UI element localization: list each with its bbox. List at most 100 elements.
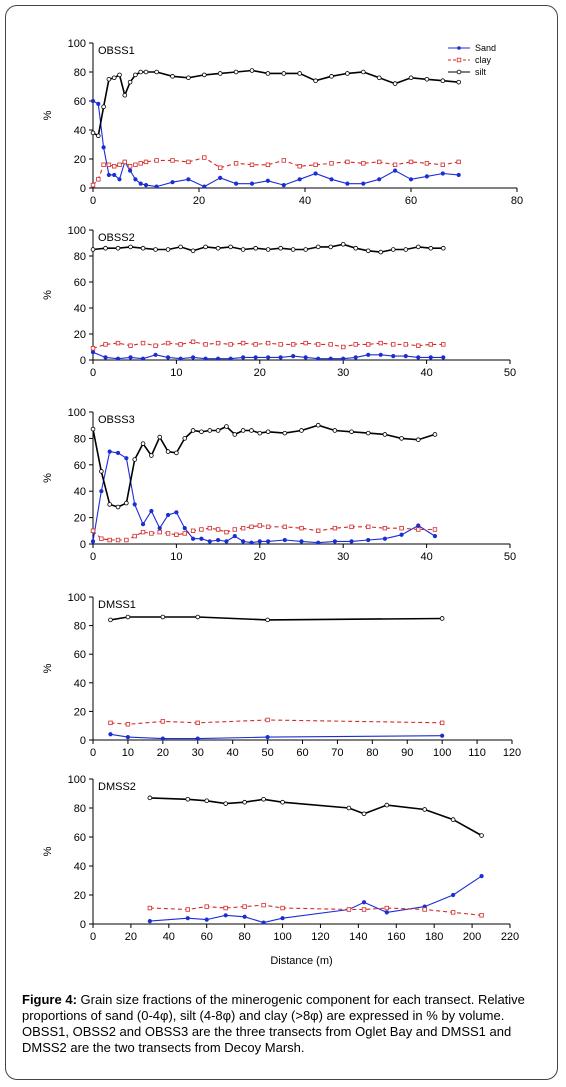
series-sand [90,449,438,545]
data-point-sand [224,539,229,544]
data-point-clay [282,524,288,530]
data-point-clay [103,342,108,347]
chart-obss3: 0 20 40 60 80 100 0 10 20 30 40 50 OBSS3% [42,407,516,563]
data-point-sand [234,181,239,186]
data-point-sand [133,177,138,182]
data-point-sand [174,510,179,515]
x-tick-label: 60 [201,931,213,943]
data-point-sand [257,539,262,544]
data-point-sand [249,181,255,186]
data-point-clay [232,527,237,532]
data-point-sand [202,184,207,189]
data-point-sand [117,177,122,182]
data-point-sand [382,536,388,541]
data-point-silt [249,428,254,433]
series-line-sand [92,100,459,188]
y-tick-label: 40 [74,303,86,315]
data-point-sand [101,145,106,150]
data-point-clay [408,159,414,165]
series-line-silt [149,797,482,837]
data-point-silt [278,245,283,251]
data-point-clay [90,182,96,188]
y-axis-label: % [42,110,54,120]
x-tick-label: 50 [504,551,516,563]
series-clay [147,902,484,918]
data-point-silt [313,78,318,83]
data-point-clay [265,162,271,167]
data-point-sand [441,355,446,360]
data-point-sand [190,355,196,360]
data-point-sand [112,172,117,178]
data-point-clay [424,161,430,166]
x-tick-label: 40 [163,931,175,943]
series-clay [90,523,438,543]
data-point-clay [190,339,196,344]
data-point-silt [111,75,117,81]
data-point-sand [228,356,233,361]
data-point-sand [278,355,283,360]
data-point-clay [143,159,149,165]
data-point-sand [90,350,96,355]
data-point-sand [265,178,271,183]
x-tick-label: 50 [261,747,273,759]
data-point-clay [391,342,396,347]
data-point-clay [138,161,143,166]
x-tick-label: 140 [349,931,367,943]
data-point-silt [399,436,404,441]
chart-title: OBSS1 [98,45,135,57]
data-point-sand [154,184,159,189]
x-tick-label: 160 [387,931,405,943]
data-point-silt [124,500,129,506]
data-point-silt [403,247,409,252]
data-point-clay [115,340,121,346]
data-point-silt [428,245,434,251]
data-point-clay [195,720,200,726]
data-point-silt [242,799,247,805]
data-point-clay [108,720,113,726]
data-point-clay [265,524,271,530]
data-point-clay [170,158,175,163]
data-point-silt [415,437,421,443]
data-point-silt [186,75,191,81]
data-point-sand [170,180,175,185]
series-line-silt [92,69,459,138]
data-point-clay [315,528,321,533]
data-point-silt [223,801,228,806]
series-sand [90,350,446,361]
data-point-sand [147,918,152,924]
series-sand [108,732,445,741]
y-tick-label: 60 [74,460,86,472]
series-silt [108,614,445,623]
data-point-silt [185,796,191,802]
data-point-clay [313,162,318,167]
data-point-silt [328,244,333,250]
data-point-silt [207,428,213,433]
data-point-sand [103,355,108,360]
data-point-silt [215,428,221,433]
series-line-sand [149,875,482,924]
data-point-clay [416,527,421,532]
y-axis-label: % [42,846,54,856]
data-point-silt [432,432,438,437]
data-point-clay [328,342,333,347]
data-point-sand [456,172,461,178]
data-point-clay [422,907,427,912]
y-axis-label: % [42,290,54,300]
y-tick-label: 80 [74,251,86,263]
data-point-clay [207,525,212,531]
data-point-silt [153,247,158,252]
data-point-clay [107,537,112,543]
data-point-clay [127,164,133,169]
data-point-sand [261,920,266,925]
x-tick-label: 20 [157,747,169,759]
data-point-clay [361,907,367,912]
series-clay [90,155,461,188]
data-point-clay [382,525,388,531]
x-tick-label: 10 [170,367,182,379]
data-point-sand [241,355,246,360]
x-tick-label: 60 [405,195,417,207]
data-point-clay [376,159,382,165]
data-point-silt [108,617,113,623]
data-point-silt [257,430,263,436]
data-point-silt [353,245,359,251]
